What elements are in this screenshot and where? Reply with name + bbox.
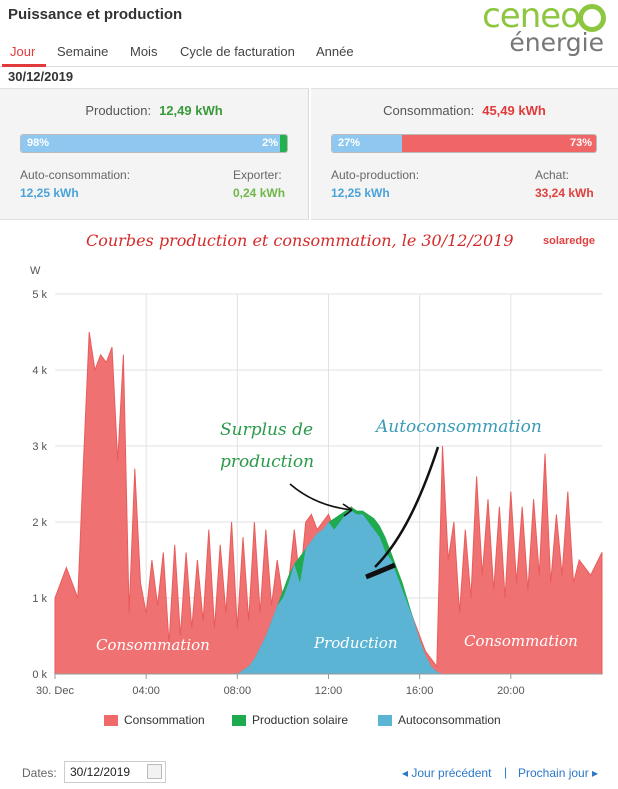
- consumption-right-value: 33,24 kWh: [535, 186, 594, 200]
- production-right-label: Exporter:: [233, 168, 282, 182]
- production-bar: 98% 2%: [20, 134, 288, 153]
- legend-label: Production solaire: [252, 713, 348, 727]
- selected-date: 30/12/2019: [8, 69, 74, 84]
- logo-ring-icon: [578, 4, 606, 32]
- consumption-left-label: Auto-production:: [331, 168, 420, 182]
- active-tab-indicator: [2, 64, 46, 67]
- consumption-header: Consommation: 45,49 kWh: [311, 103, 618, 118]
- nav-separator: |: [504, 765, 508, 779]
- previous-day-link[interactable]: ◂ Jour précédent: [402, 766, 492, 780]
- y-tick-label: 4 k: [32, 365, 47, 377]
- legend-swatch: [232, 715, 246, 726]
- solaredge-watermark: solaredge: [543, 235, 595, 247]
- autoconsommation-area: [55, 510, 602, 674]
- consumption-right-label: Achat:: [535, 168, 570, 182]
- legend-label: Autoconsommation: [398, 713, 501, 727]
- production-header: Production: 12,49 kWh: [0, 103, 308, 118]
- tab-cycle-facturation[interactable]: Cycle de facturation: [180, 44, 295, 59]
- autoconso-arrowhead: [365, 562, 396, 580]
- tab-jour[interactable]: Jour: [10, 44, 36, 59]
- production-right-value: 0,24 kWh: [233, 186, 286, 200]
- ceneo-logo: ceneo énergie: [471, 0, 606, 57]
- production-bar-export-label: 2%: [262, 137, 278, 149]
- consumption-bar: 27% 73%: [331, 134, 597, 153]
- surplus-arrowhead: [342, 503, 353, 517]
- consumption-label: Consommation:: [383, 103, 475, 118]
- consumption-bar-autoprod: 27%: [332, 135, 404, 152]
- calendar-icon[interactable]: [147, 764, 162, 779]
- production-left-value: 12,25 kWh: [20, 186, 79, 200]
- legend-swatch: [378, 715, 392, 726]
- next-day-link[interactable]: Prochain jour ▸: [518, 766, 599, 780]
- production-bar-export: 2%: [262, 135, 287, 152]
- x-tick-label: 04:00: [132, 685, 160, 697]
- x-tick-label: 08:00: [224, 685, 252, 697]
- tab-semaine[interactable]: Semaine: [57, 44, 109, 59]
- consumption-left-value: 12,25 kWh: [331, 186, 390, 200]
- y-tick-label: 3 k: [32, 441, 47, 453]
- surplus-arrow: [289, 483, 353, 511]
- app-title: Puissance et production: [8, 6, 183, 23]
- y-tick-label: 5 k: [32, 289, 47, 301]
- power-chart-svg: 0 k 1 k 2 k 3 k 4 k 5 k W 30. Dec 04:00 08:00 12:0…: [30, 265, 603, 727]
- x-tick-label: 16:00: [406, 685, 434, 697]
- x-tick-label: 20:00: [497, 685, 525, 697]
- consumption-panel: Consommation: 45,49 kWh 27% 73% Auto-prod…: [311, 88, 618, 220]
- logo-brand: ceneo: [482, 0, 581, 36]
- y-axis-label: W: [30, 265, 41, 277]
- period-tabs: Jour Semaine Mois Cycle de facturation A…: [0, 38, 618, 67]
- area-label-consommation-right: Consommation: [464, 632, 578, 650]
- tab-annee[interactable]: Année: [316, 44, 354, 59]
- legend-swatch: [104, 715, 118, 726]
- annotation-surplus-line2: production: [220, 452, 315, 472]
- annotation-autoconsommation: Autoconsommation: [376, 417, 542, 437]
- consumption-bar-achat: 73%: [402, 135, 596, 152]
- autoconso-arrow: [374, 446, 440, 568]
- y-tick-label: 1 k: [32, 593, 47, 605]
- dates-label: Dates:: [22, 766, 57, 780]
- area-label-consommation-left: Consommation: [96, 636, 210, 654]
- x-tick-label: 30. Dec: [36, 685, 74, 697]
- production-label: Production:: [85, 103, 152, 118]
- y-tick-label: 0 k: [32, 669, 47, 681]
- consumption-value: 45,49 kWh: [482, 103, 546, 118]
- logo-sub: énergie: [509, 28, 604, 57]
- date-input[interactable]: 30/12/2019: [64, 761, 166, 783]
- production-bar-autoconso: 98%: [21, 135, 282, 152]
- production-panel: Production: 12,49 kWh 98% 2% Auto-consomm…: [0, 88, 309, 220]
- x-tick-label: 12:00: [315, 685, 343, 697]
- chart-annotation-title: Courbes production et consommation, le 3…: [86, 231, 514, 250]
- area-label-production: Production: [314, 634, 398, 652]
- production-left-label: Auto-consommation:: [20, 168, 131, 182]
- legend-label: Consommation: [124, 713, 205, 727]
- tab-mois[interactable]: Mois: [130, 44, 158, 59]
- production-value: 12,49 kWh: [159, 103, 223, 118]
- annotation-surplus-line1: Surplus de: [220, 420, 314, 440]
- y-tick-label: 2 k: [32, 517, 47, 529]
- power-chart: 0 k 1 k 2 k 3 k 4 k 5 k W 30. Dec 04:00 08:00 12:0…: [0, 222, 618, 752]
